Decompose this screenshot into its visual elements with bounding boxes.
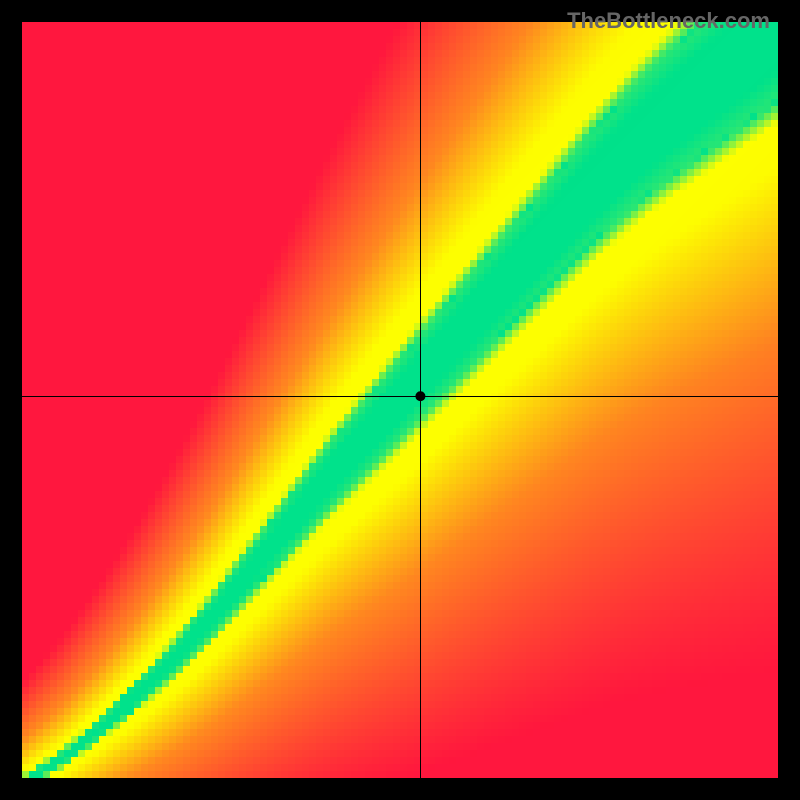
bottleneck-heatmap: [0, 0, 800, 800]
watermark-text: TheBottleneck.com: [567, 8, 770, 34]
chart-container: TheBottleneck.com: [0, 0, 800, 800]
